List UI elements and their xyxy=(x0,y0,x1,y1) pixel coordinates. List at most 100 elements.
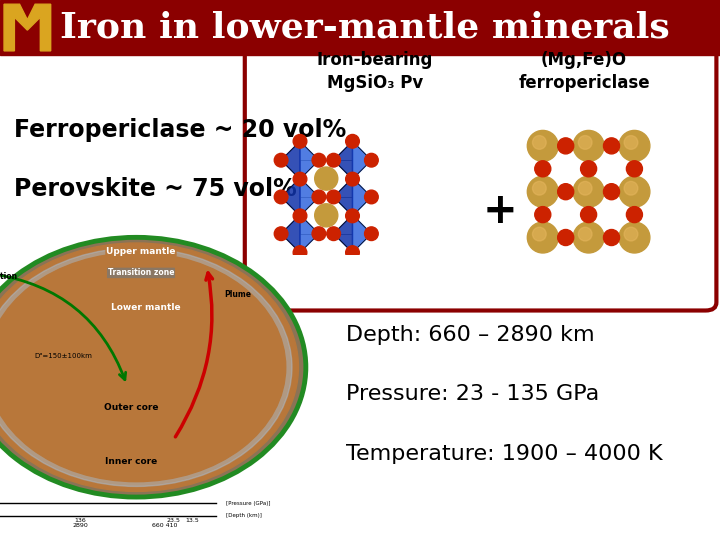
Circle shape xyxy=(0,248,292,487)
Polygon shape xyxy=(333,215,353,253)
Text: Plume: Plume xyxy=(224,290,251,299)
Circle shape xyxy=(527,131,558,161)
Polygon shape xyxy=(300,178,319,216)
Text: Temperature: 1900 – 4000 K: Temperature: 1900 – 4000 K xyxy=(346,443,662,464)
Text: Depth: 660 – 2890 km: Depth: 660 – 2890 km xyxy=(346,325,594,345)
Text: Outer core: Outer core xyxy=(104,403,159,413)
Circle shape xyxy=(533,136,546,150)
Text: D"=150±100km: D"=150±100km xyxy=(35,353,92,359)
Circle shape xyxy=(558,184,574,200)
Circle shape xyxy=(54,304,219,430)
Polygon shape xyxy=(353,141,372,179)
Polygon shape xyxy=(300,141,319,179)
Text: Subduction: Subduction xyxy=(0,272,17,281)
Circle shape xyxy=(293,209,307,222)
Circle shape xyxy=(346,246,359,259)
Text: Iron-bearing
MgSiO₃ Pv: Iron-bearing MgSiO₃ Pv xyxy=(317,51,433,91)
Polygon shape xyxy=(281,215,300,253)
Circle shape xyxy=(0,243,299,491)
Text: Upper mantle: Upper mantle xyxy=(107,247,176,256)
Circle shape xyxy=(0,253,286,482)
Circle shape xyxy=(0,243,299,491)
Text: Transition zone: Transition zone xyxy=(108,268,174,278)
Circle shape xyxy=(293,246,307,259)
Text: Iron in lower-mantle minerals: Iron in lower-mantle minerals xyxy=(60,11,670,44)
Circle shape xyxy=(293,172,307,186)
Circle shape xyxy=(619,176,650,207)
Circle shape xyxy=(535,161,551,177)
Polygon shape xyxy=(353,178,372,216)
Circle shape xyxy=(624,181,638,195)
Circle shape xyxy=(274,153,288,167)
Circle shape xyxy=(558,138,574,154)
Circle shape xyxy=(346,172,359,186)
Circle shape xyxy=(312,190,325,204)
Text: Ferropericlase ~ 20 vol%: Ferropericlase ~ 20 vol% xyxy=(14,118,346,141)
Circle shape xyxy=(578,227,592,241)
Circle shape xyxy=(0,241,300,493)
Polygon shape xyxy=(353,215,372,253)
Polygon shape xyxy=(281,141,300,179)
Circle shape xyxy=(573,222,604,253)
Circle shape xyxy=(315,204,338,227)
Circle shape xyxy=(626,161,642,177)
Polygon shape xyxy=(333,178,353,216)
Text: (Mg,Fe)O
ferropericlase: (Mg,Fe)O ferropericlase xyxy=(518,51,650,91)
Circle shape xyxy=(274,190,288,204)
Bar xyxy=(0,0,720,55)
Circle shape xyxy=(315,167,338,190)
Circle shape xyxy=(527,176,558,207)
Circle shape xyxy=(21,279,251,455)
Circle shape xyxy=(573,131,604,161)
Text: Perovskite ~ 75 vol%: Perovskite ~ 75 vol% xyxy=(14,177,297,201)
Text: [Pressure (GPa)]: [Pressure (GPa)] xyxy=(225,501,270,506)
Circle shape xyxy=(364,190,378,204)
Circle shape xyxy=(578,136,592,150)
Circle shape xyxy=(21,279,251,455)
Polygon shape xyxy=(4,4,50,51)
Circle shape xyxy=(0,258,279,477)
Circle shape xyxy=(619,222,650,253)
Circle shape xyxy=(580,207,597,222)
Circle shape xyxy=(54,304,219,430)
Circle shape xyxy=(364,153,378,167)
Circle shape xyxy=(327,227,341,240)
Circle shape xyxy=(624,227,638,241)
Circle shape xyxy=(0,238,305,497)
Circle shape xyxy=(558,230,574,246)
Circle shape xyxy=(603,184,619,200)
Circle shape xyxy=(624,136,638,150)
Text: Pressure: 23 - 135 GPa: Pressure: 23 - 135 GPa xyxy=(346,384,599,404)
FancyArrowPatch shape xyxy=(0,274,126,380)
Circle shape xyxy=(327,190,341,204)
Circle shape xyxy=(346,209,359,222)
Circle shape xyxy=(535,207,551,222)
Circle shape xyxy=(293,134,307,148)
Circle shape xyxy=(0,238,305,497)
Circle shape xyxy=(573,176,604,207)
Circle shape xyxy=(580,161,597,177)
Circle shape xyxy=(603,138,619,154)
FancyArrowPatch shape xyxy=(176,273,212,437)
Polygon shape xyxy=(281,178,300,216)
Circle shape xyxy=(619,131,650,161)
Circle shape xyxy=(626,207,642,222)
Text: 136: 136 xyxy=(74,518,86,523)
Text: 23.5: 23.5 xyxy=(167,518,181,523)
Text: 13.5: 13.5 xyxy=(186,518,199,523)
Circle shape xyxy=(0,238,305,497)
Circle shape xyxy=(603,230,619,246)
Circle shape xyxy=(0,258,279,477)
Text: 2890: 2890 xyxy=(72,523,88,529)
Circle shape xyxy=(312,227,325,240)
Circle shape xyxy=(533,181,546,195)
Polygon shape xyxy=(300,215,319,253)
Circle shape xyxy=(346,134,359,148)
Text: 660 410: 660 410 xyxy=(152,523,177,529)
Circle shape xyxy=(90,332,182,402)
Circle shape xyxy=(312,153,325,167)
Polygon shape xyxy=(333,141,353,179)
Circle shape xyxy=(533,227,546,241)
Circle shape xyxy=(274,227,288,240)
Text: [Depth (km)]: [Depth (km)] xyxy=(225,514,261,518)
